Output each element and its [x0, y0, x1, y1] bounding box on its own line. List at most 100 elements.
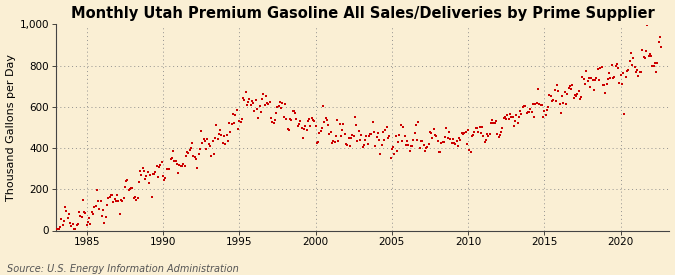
Point	[244, 97, 254, 101]
Point	[443, 130, 454, 134]
Point	[259, 103, 270, 108]
Point	[643, 53, 654, 58]
Point	[76, 214, 87, 219]
Point	[514, 115, 524, 119]
Point	[495, 133, 506, 137]
Point	[308, 118, 319, 123]
Point	[445, 137, 456, 141]
Point	[112, 193, 123, 197]
Point	[103, 196, 113, 200]
Point	[210, 136, 221, 140]
Point	[493, 134, 504, 139]
Point	[623, 68, 634, 72]
Point	[169, 159, 180, 163]
Point	[385, 156, 396, 160]
Point	[219, 134, 230, 139]
Title: Monthly Utah Premium Gasoline All Sales/Deliveries by Prime Supplier: Monthly Utah Premium Gasoline All Sales/…	[71, 6, 655, 21]
Point	[65, 221, 76, 226]
Point	[390, 134, 401, 139]
Point	[580, 81, 591, 86]
Point	[179, 164, 190, 168]
Point	[74, 210, 84, 214]
Point	[517, 104, 528, 109]
Point	[212, 137, 223, 141]
Point	[113, 199, 124, 203]
Point	[479, 140, 490, 144]
Point	[620, 75, 631, 80]
Point	[213, 132, 224, 136]
Point	[320, 116, 331, 120]
Point	[567, 82, 578, 87]
Point	[451, 138, 462, 143]
Point	[612, 62, 622, 66]
Point	[425, 130, 435, 135]
Point	[491, 119, 502, 123]
Point	[599, 82, 610, 87]
Point	[184, 147, 195, 152]
Point	[487, 118, 497, 122]
Point	[409, 131, 420, 135]
Point	[574, 97, 585, 101]
Point	[75, 213, 86, 218]
Point	[157, 159, 167, 164]
Point	[384, 134, 395, 138]
Point	[531, 101, 542, 106]
Point	[558, 101, 569, 105]
Point	[417, 138, 428, 143]
Point	[410, 123, 421, 127]
Point	[549, 88, 560, 92]
Point	[170, 159, 181, 163]
Point	[551, 82, 562, 87]
Point	[614, 81, 625, 85]
Point	[483, 134, 494, 139]
Point	[319, 120, 330, 124]
Point	[347, 133, 358, 138]
Point	[394, 133, 405, 138]
Point	[440, 135, 451, 139]
Point	[353, 129, 364, 134]
Point	[99, 220, 110, 225]
Point	[492, 131, 503, 136]
Point	[521, 111, 532, 116]
Point	[317, 126, 327, 130]
Point	[653, 40, 664, 44]
Point	[126, 186, 136, 191]
Point	[481, 138, 491, 142]
Point	[124, 187, 135, 191]
Point	[533, 86, 543, 91]
Point	[63, 212, 74, 217]
Point	[144, 181, 155, 186]
Point	[348, 134, 359, 138]
Point	[301, 128, 312, 132]
Point	[586, 76, 597, 80]
Point	[568, 95, 579, 100]
Point	[622, 69, 632, 73]
Point	[209, 152, 219, 156]
Point	[265, 100, 275, 104]
Point	[311, 141, 322, 145]
Point	[263, 102, 274, 107]
Point	[462, 141, 472, 146]
Point	[323, 122, 333, 127]
Point	[66, 224, 77, 229]
Point	[356, 133, 367, 137]
Point	[429, 133, 440, 138]
Point	[98, 207, 109, 212]
Point	[286, 118, 297, 122]
Point	[563, 85, 574, 90]
Point	[174, 163, 185, 167]
Point	[435, 149, 446, 154]
Point	[186, 146, 196, 150]
Point	[538, 115, 549, 119]
Point	[448, 137, 458, 141]
Point	[178, 161, 189, 166]
Point	[160, 176, 171, 180]
Point	[150, 170, 161, 174]
Point	[516, 111, 527, 116]
Point	[547, 99, 558, 103]
Point	[393, 140, 404, 144]
Point	[261, 94, 271, 98]
Point	[647, 64, 658, 68]
Point	[456, 131, 467, 136]
Point	[525, 106, 536, 111]
